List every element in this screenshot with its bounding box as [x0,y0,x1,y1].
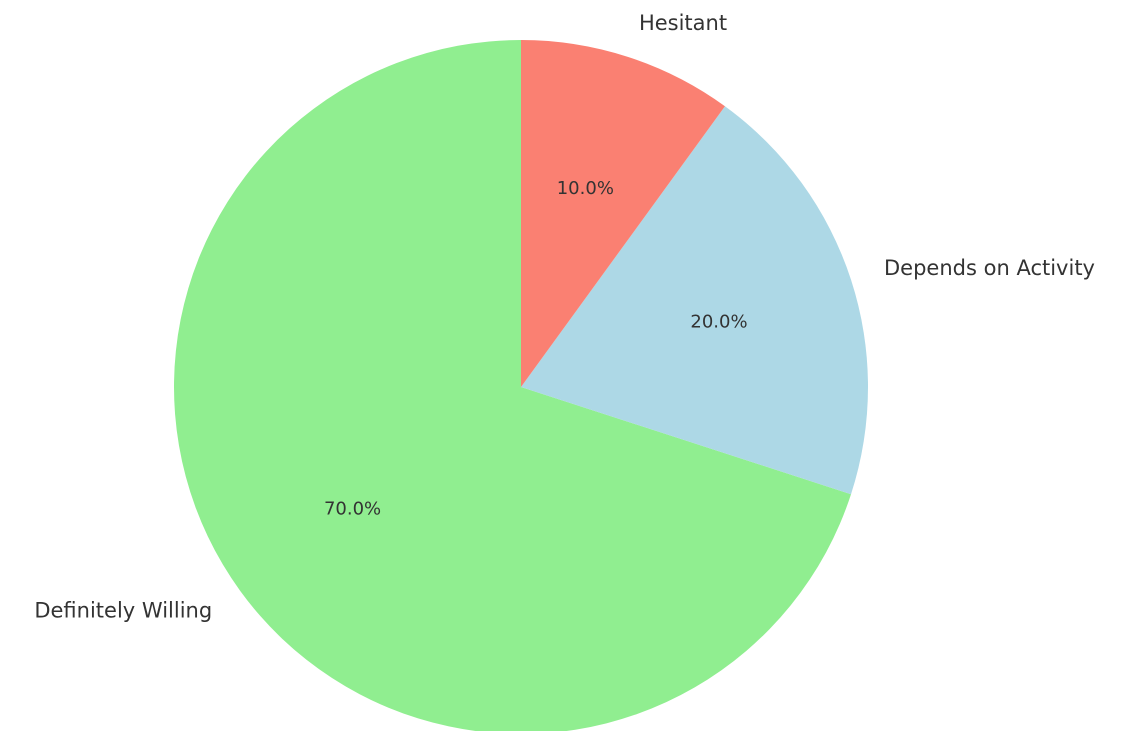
slice-percent: 10.0% [557,178,614,199]
pie-slice [521,106,868,495]
slice-label: Hesitant [639,11,727,35]
pie-slice [521,40,725,387]
slice-label: Depends on Activity [884,256,1095,280]
slice-label: Definitely Willing [34,598,212,622]
slice-percent: 20.0% [690,312,747,333]
slice-percent: 70.0% [324,498,381,519]
pie-slice [174,40,852,731]
